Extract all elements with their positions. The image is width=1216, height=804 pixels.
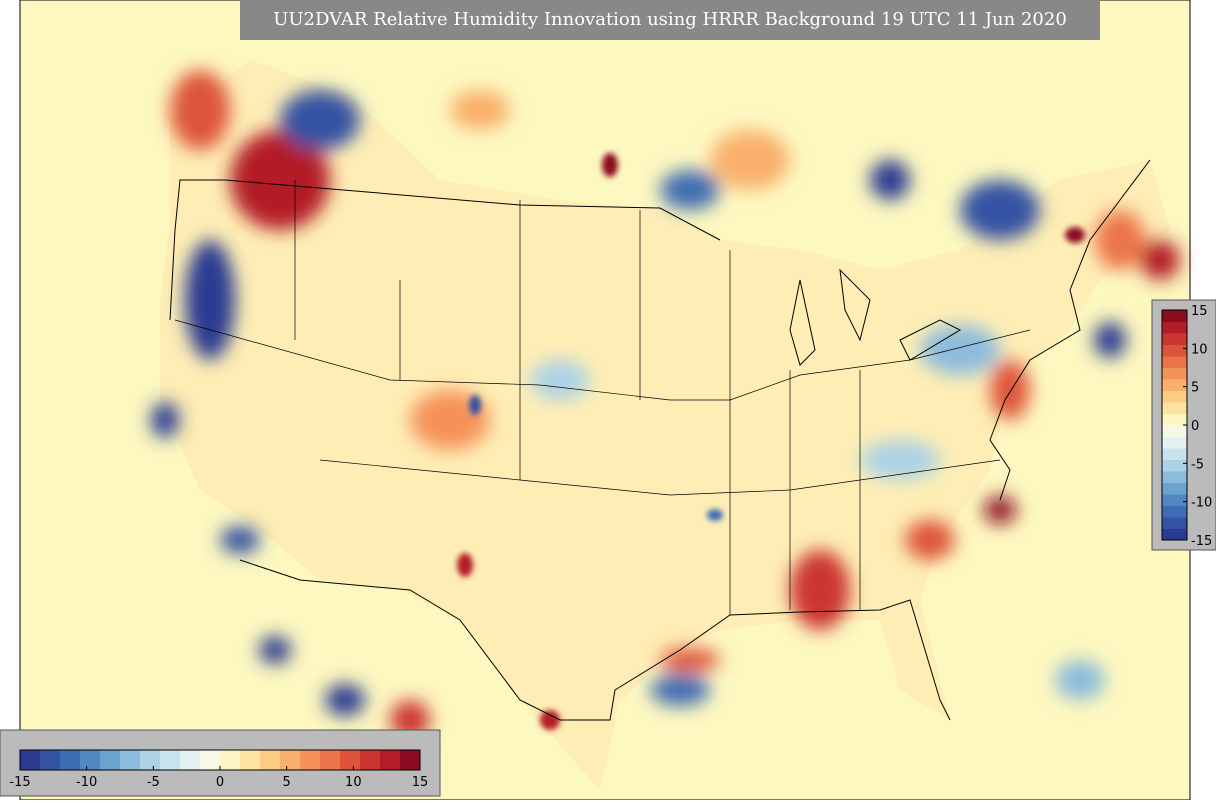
colorbar-segment bbox=[1162, 448, 1187, 460]
colorbar-segment bbox=[1162, 321, 1187, 334]
colorbar-tick-label: 0 bbox=[216, 775, 224, 790]
colorbar-tick-label: 5 bbox=[283, 775, 291, 790]
title-box bbox=[240, 0, 1100, 40]
colorbar-segment bbox=[1162, 482, 1187, 495]
colorbar-segment bbox=[1162, 390, 1187, 403]
colorbar-tick-label: -5 bbox=[147, 775, 160, 790]
colorbar-segment bbox=[1162, 505, 1187, 518]
coastline bbox=[989, 159, 1151, 501]
colorbar-segment bbox=[1162, 471, 1187, 483]
colorbar-segment bbox=[1162, 528, 1187, 541]
colorbar-segment bbox=[360, 750, 381, 770]
colorbar-tick-label: -5 bbox=[1191, 457, 1204, 472]
colorbar-segment bbox=[1162, 333, 1187, 345]
colorbar-segment bbox=[20, 750, 41, 770]
colorbar-tick-label: -15 bbox=[1191, 534, 1212, 549]
state-line bbox=[294, 180, 861, 615]
lakes bbox=[789, 268, 962, 366]
colorbar-segment bbox=[1162, 436, 1187, 449]
colorbar-segment bbox=[140, 750, 161, 770]
colorbar-segment bbox=[380, 750, 401, 770]
colorbar-tick-label: 15 bbox=[1191, 304, 1208, 319]
colorbar-segment bbox=[240, 750, 261, 770]
colorbar-segment bbox=[1162, 402, 1187, 414]
colorbar-segment bbox=[300, 750, 321, 770]
colorbar-segment bbox=[1162, 379, 1187, 391]
colorbar-segment bbox=[180, 750, 201, 770]
colorbar-segment bbox=[1162, 344, 1187, 357]
land-tint bbox=[160, 60, 1170, 790]
colorbar-tick-label: -10 bbox=[1191, 496, 1212, 511]
humidity-field bbox=[151, 70, 1180, 740]
colorbar-segment bbox=[220, 750, 241, 770]
colorbar-segment bbox=[40, 750, 61, 770]
small-features bbox=[457, 153, 1085, 730]
colorbar-tick-label: 10 bbox=[345, 775, 362, 790]
colorbar-segment bbox=[100, 750, 121, 770]
colorbar-segment bbox=[280, 750, 301, 770]
colorbar-segment bbox=[80, 750, 101, 770]
colorbars: -15 -10 -5 0 5 10 15 -15 -10 -5 0 5 10 15 bbox=[9, 304, 1212, 790]
colorbar-segment bbox=[160, 750, 181, 770]
state-line bbox=[174, 319, 1031, 401]
colorbar-segment bbox=[1162, 459, 1187, 472]
colorbar-segment bbox=[1162, 356, 1187, 368]
colorbar-segment bbox=[1162, 367, 1187, 380]
colorbar-tick-label: 10 bbox=[1191, 342, 1208, 357]
colorbar-segment bbox=[120, 750, 141, 770]
colorbar-tick-label: 5 bbox=[1191, 381, 1199, 396]
border bbox=[169, 179, 721, 321]
colorbar-segment bbox=[400, 750, 421, 770]
colorbar-segment bbox=[1162, 310, 1187, 322]
colorbar-tick-label: -10 bbox=[76, 775, 97, 790]
colorbar-segment bbox=[340, 750, 361, 770]
colorbar-segment bbox=[260, 750, 281, 770]
colorbar-segment bbox=[1162, 413, 1187, 426]
colorbar-segment bbox=[1162, 425, 1187, 437]
map-title: UU2DVAR Relative Humidity Innovation usi… bbox=[273, 9, 1067, 30]
colorbar-segment bbox=[320, 750, 341, 770]
boundaries bbox=[169, 159, 1151, 721]
colorbar-segment bbox=[1162, 494, 1187, 506]
colorbar-segment bbox=[200, 750, 221, 770]
colorbar-tick-label: 15 bbox=[412, 775, 429, 790]
colorbar-tick-label: 0 bbox=[1191, 419, 1199, 434]
border bbox=[239, 559, 951, 721]
colorbar-segment bbox=[1162, 517, 1187, 529]
map bbox=[19, 0, 1191, 801]
colorbar-tick-label: -15 bbox=[9, 775, 30, 790]
colorbar-segment bbox=[60, 750, 81, 770]
